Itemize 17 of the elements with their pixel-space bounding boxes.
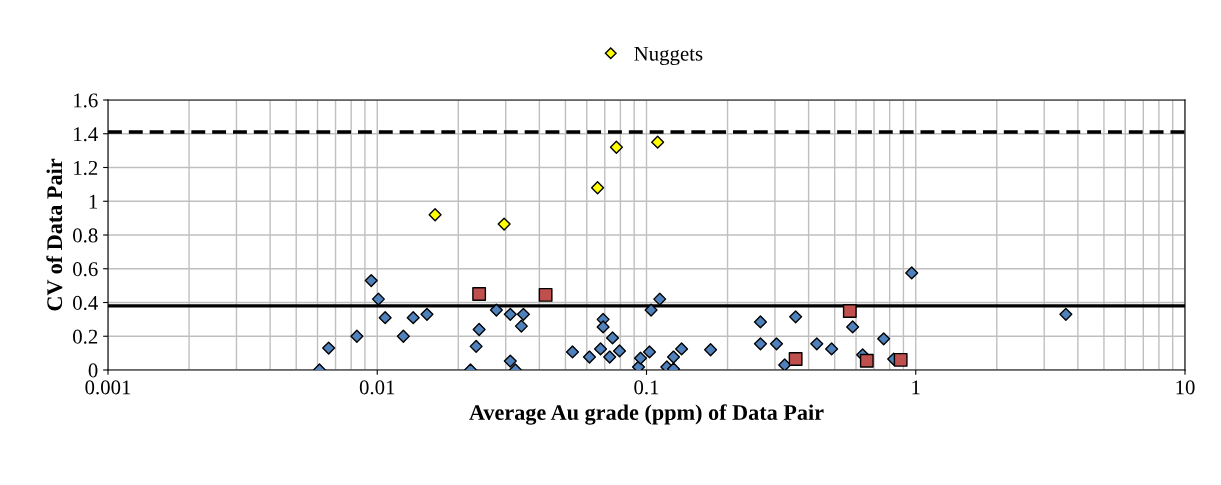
y-tick-label: 0.6 <box>73 262 98 277</box>
y-tick-label: 0.4 <box>73 295 98 311</box>
x-tick-label: 0.1 <box>634 380 659 395</box>
y-tick-label: 1.6 <box>74 93 98 108</box>
x-tick-label: 1 <box>912 380 920 395</box>
x-tick-label: 10 <box>1176 380 1195 395</box>
y-tick-label: 0 <box>88 363 98 378</box>
y-tick-label: 1.4 <box>74 127 98 142</box>
y-tick-label: 1 <box>89 194 98 209</box>
x-tick-label: 0.001 <box>85 380 131 395</box>
y-tick-label: 1.2 <box>74 160 98 176</box>
x-axis-title: Average Au grade (ppm) of Data Pair <box>469 404 824 425</box>
x-tick-label: 0.01 <box>359 380 395 395</box>
y-axis-title: CV of Data Pair <box>46 158 63 311</box>
legend-label: Nuggets <box>634 46 703 66</box>
y-tick-label: 0.8 <box>73 228 98 243</box>
y-tick-label: 0.2 <box>73 329 98 344</box>
